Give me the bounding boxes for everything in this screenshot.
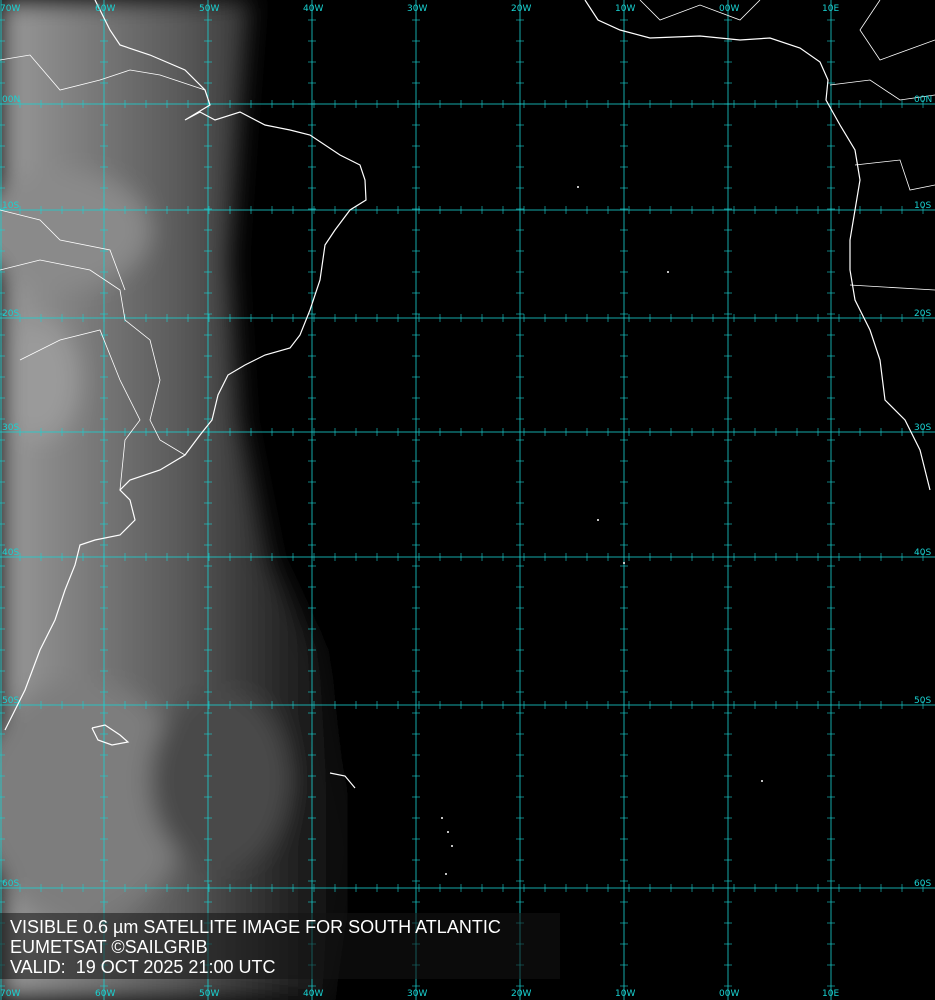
longitude-label-top: 70W xyxy=(0,4,20,14)
latitude-label-left: 40S xyxy=(2,548,19,558)
cloud-imagery xyxy=(0,0,360,1000)
coastlines xyxy=(0,0,935,789)
latitude-label-left: 60S xyxy=(2,879,19,889)
latitude-label-right: 60S xyxy=(914,879,931,889)
small-islands xyxy=(441,186,763,875)
longitude-label-bottom: 20W xyxy=(511,989,531,999)
border-line xyxy=(0,259,186,456)
longitude-label-top: 20W xyxy=(511,4,531,14)
longitude-label-top: 10W xyxy=(615,4,635,14)
latitude-label-right: 10S xyxy=(914,201,931,211)
latitude-label-left: 20S xyxy=(2,309,19,319)
longitude-label-top: 50W xyxy=(199,4,219,14)
longitude-label-bottom: 10W xyxy=(615,989,635,999)
longitude-label-top: 00W xyxy=(719,4,739,14)
latitude-label-right: 40S xyxy=(914,548,931,558)
border-line xyxy=(859,0,935,61)
grid-labels: 70W 70W 60W 60W 50W 50W 40W 40W 30W 30W 20W 20W 10W 1… xyxy=(0,4,932,999)
border-line xyxy=(0,209,126,291)
latitude-label-left: 30S xyxy=(2,423,19,433)
south-america-borders xyxy=(0,54,206,91)
latitude-label-right: 00N xyxy=(914,95,932,105)
latitude-label-left: 10S xyxy=(2,201,19,211)
longitude-label-top: 40W xyxy=(303,4,323,14)
latitude-label-left: 50S xyxy=(2,696,19,706)
caption-box: VISIBLE 0.6 µm SATELLITE IMAGE FOR SOUTH… xyxy=(0,913,560,979)
latitude-label-right: 20S xyxy=(914,309,931,319)
south-georgia xyxy=(329,772,356,789)
border-line xyxy=(829,79,935,101)
longitude-label-bottom: 60W xyxy=(95,989,115,999)
longitude-label-bottom: 30W xyxy=(407,989,427,999)
longitude-label-top: 30W xyxy=(407,4,427,14)
longitude-label-top: 60W xyxy=(95,4,115,14)
longitude-label-bottom: 00W xyxy=(719,989,739,999)
latitude-label-right: 50S xyxy=(914,696,931,706)
border-line xyxy=(19,329,141,491)
longitude-label-bottom: 40W xyxy=(303,989,323,999)
caption-valid-time: VALID: 19 OCT 2025 21:00 UTC xyxy=(10,957,276,977)
longitude-label-bottom: 10E xyxy=(822,989,839,999)
latitude-label-right: 30S xyxy=(914,423,931,433)
longitude-label-bottom: 50W xyxy=(199,989,219,999)
longitude-label-top: 10E xyxy=(822,4,839,14)
falkland-islands xyxy=(91,724,130,746)
caption-title: VISIBLE 0.6 µm SATELLITE IMAGE FOR SOUTH… xyxy=(10,917,501,937)
caption-source: EUMETSAT ©SAILGRIB xyxy=(10,937,208,957)
south-america-coastline xyxy=(4,0,367,731)
border-line xyxy=(849,284,935,291)
border-line xyxy=(854,159,935,191)
latitude-label-left: 00N xyxy=(2,95,20,105)
africa-coastline xyxy=(584,0,931,491)
africa-borders xyxy=(639,0,761,21)
longitude-label-bottom: 70W xyxy=(0,989,20,999)
